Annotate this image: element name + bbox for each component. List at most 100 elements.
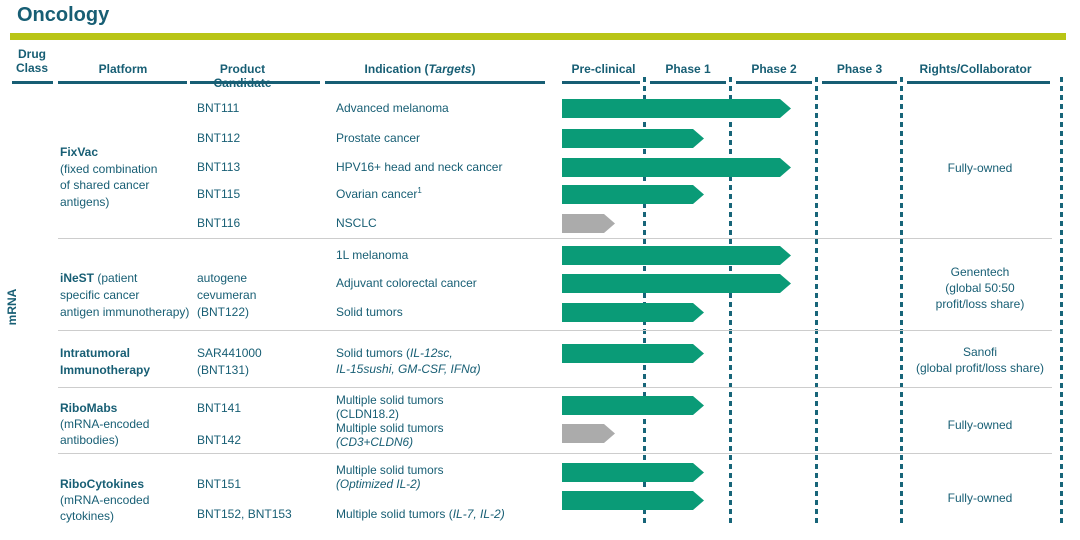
- col-header-phase2: Phase 2: [751, 62, 797, 76]
- candidate-bnt113: BNT113: [197, 160, 241, 174]
- platform-desc: (mRNA-encoded antibodies): [60, 417, 150, 447]
- group-divider: [58, 387, 1052, 388]
- phase-divider-phase2-phase3: [815, 77, 818, 525]
- pipeline-bar-bnt111-phase2: [562, 99, 791, 118]
- page-title: Oncology: [17, 4, 110, 26]
- pipeline-bar-sar441000-phase1: [562, 344, 704, 363]
- pipeline-bar-1l-melanoma-phase2: [562, 246, 791, 265]
- underline-platform: [58, 81, 187, 84]
- candidate-bnt111: BNT111: [197, 101, 240, 115]
- underline-candidate: [190, 81, 320, 84]
- col-header-indication: Indication (Targets): [325, 62, 515, 76]
- indication-header-targets: Targets: [428, 62, 472, 76]
- platform-ribocytokines: RiboCytokines (mRNA-encoded cytokines): [60, 476, 212, 524]
- table-right-border: [1060, 77, 1063, 525]
- drug-class-label-mrna: mRNA: [5, 288, 19, 326]
- candidate-bnt122: autogene cevumeran (BNT122): [197, 271, 257, 319]
- indication-prostate-cancer: Prostate cancer: [336, 131, 421, 145]
- platform-desc: (patient specific cancer antigen immunot…: [60, 271, 190, 319]
- indication-multiple-solid-cldn18: Multiple solid tumors (CLDN18.2): [336, 393, 444, 421]
- underline-drug-class: [12, 81, 53, 84]
- indication-1l-melanoma: 1L melanoma: [336, 248, 409, 262]
- col-header-phase3: Phase 3: [836, 62, 883, 76]
- pipeline-bar-bnt141-phase1: [562, 396, 704, 415]
- indication-multiple-solid-il7-il2: Multiple solid tumors (IL-7, IL-2): [336, 506, 552, 523]
- pipeline-bar-solid-tumors-phase1: [562, 303, 704, 322]
- rights-genentech: Genentech (global 50:50 profit/loss shar…: [935, 265, 1025, 311]
- pipeline-bar-bnt152-bnt153-phase1: [562, 491, 704, 510]
- indication-text: Solid tumors (: [336, 346, 411, 360]
- indication-text: Ovarian cancer: [336, 187, 418, 201]
- group-divider: [58, 330, 1052, 331]
- col-header-preclinical: Pre-clinical: [571, 62, 636, 76]
- col-header-rights: Rights/Collaborator: [919, 62, 1032, 76]
- candidate-bnt152-bnt153: BNT152, BNT153: [197, 507, 292, 521]
- platform-name: iNeST: [60, 271, 95, 285]
- indication-ovarian-cancer: Ovarian cancer1: [336, 186, 552, 203]
- underline-indication: [325, 81, 545, 84]
- rights-fixvac: Fully-owned: [947, 161, 1013, 175]
- indication-hpv16-head-neck: HPV16+ head and neck cancer: [336, 160, 503, 174]
- phase-divider-phase1-phase2: [729, 77, 732, 525]
- rights-ribocytokines: Fully-owned: [947, 491, 1013, 505]
- candidate-bnt112: BNT112: [197, 131, 241, 145]
- indication-advanced-melanoma: Advanced melanoma: [336, 101, 449, 115]
- platform-desc: (fixed combination of shared cancer anti…: [60, 161, 158, 209]
- group-divider: [58, 238, 1052, 239]
- phase-divider-preclinical-phase1: [643, 77, 646, 525]
- underline-phase3: [822, 81, 897, 84]
- indication-text: Multiple solid tumors: [336, 463, 444, 477]
- pipeline-bar-bnt112-phase1: [562, 129, 704, 148]
- col-header-drug-class: Drug Class: [15, 47, 49, 75]
- indication-multiple-solid-cd3-cldn6: Multiple solid tumors (CD3+CLDN6): [336, 421, 552, 449]
- indication-targets: (Optimized IL-2): [336, 477, 421, 491]
- indication-solid-tumors-targets: Solid tumors (IL-12sc, IL-15sushi, GM-CS…: [336, 345, 552, 377]
- pipeline-bar-bnt115-phase1: [562, 185, 704, 204]
- pipeline-bar-bnt113-phase2: [562, 158, 791, 177]
- platform-ribomabs: RiboMabs (mRNA-encoded antibodies): [60, 400, 212, 448]
- candidate-bnt115: BNT115: [197, 187, 241, 201]
- accent-bar: [10, 33, 1066, 40]
- indication-targets: IL-15sushi, GM-CSF, IFNα): [336, 362, 481, 376]
- platform-name: RiboCytokines: [60, 477, 145, 491]
- candidate-bnt142: BNT142: [197, 433, 242, 447]
- pipeline-bar-bnt142-preclinical: [562, 424, 615, 443]
- underline-preclinical: [562, 81, 640, 84]
- col-header-phase1: Phase 1: [665, 62, 711, 76]
- platform-name: RiboMabs: [60, 401, 118, 415]
- pipeline-bar-bnt116-preclinical: [562, 214, 615, 233]
- underline-rights: [907, 81, 1050, 84]
- rights-ribomabs: Fully-owned: [947, 418, 1013, 432]
- col-header-platform: Platform: [98, 62, 148, 76]
- indication-header-post: ): [471, 62, 476, 76]
- indication-text: Multiple solid tumors (: [336, 507, 453, 521]
- underline-phase2: [736, 81, 812, 84]
- pipeline-bar-bnt151-phase1: [562, 463, 704, 482]
- candidate-sar441000: SAR441000 (BNT131): [197, 346, 262, 377]
- footnote-marker: 1: [417, 186, 422, 195]
- platform-intratumoral: Intratumoral Immunotherapy: [60, 346, 151, 377]
- group-divider: [58, 453, 1052, 454]
- candidate-bnt151: BNT151: [197, 477, 242, 491]
- underline-phase1: [650, 81, 726, 84]
- platform-name: FixVac: [60, 145, 99, 159]
- platform-fixvac: FixVac (fixed combination of shared canc…: [60, 144, 212, 210]
- platform-inest: iNeST (patient specific cancer antigen i…: [60, 270, 212, 321]
- indication-multiple-solid-optimized-il2: Multiple solid tumors (Optimized IL-2): [336, 463, 552, 491]
- phase-divider-phase3-rights: [900, 77, 903, 525]
- indication-solid-tumors: Solid tumors: [336, 305, 403, 319]
- candidate-bnt141: BNT141: [197, 401, 242, 415]
- rights-sanofi: Sanofi (global profit/loss share): [915, 345, 1045, 375]
- indication-targets: (CD3+CLDN6): [336, 435, 414, 449]
- indication-targets: IL-7, IL-2): [452, 507, 505, 521]
- indication-text: Multiple solid tumors: [336, 421, 444, 435]
- indication-adjuvant-colorectal: Adjuvant colorectal cancer: [336, 276, 477, 290]
- candidate-bnt116: BNT116: [197, 216, 241, 230]
- indication-targets: IL-12sc,: [410, 346, 453, 360]
- indication-nsclc: NSCLC: [336, 216, 377, 230]
- platform-desc: (mRNA-encoded cytokines): [60, 493, 150, 523]
- col-header-candidate: Product Candidate: [213, 62, 271, 90]
- indication-header-pre: Indication (: [364, 62, 429, 76]
- pipeline-bar-adjuvant-colorectal-phase2: [562, 274, 791, 293]
